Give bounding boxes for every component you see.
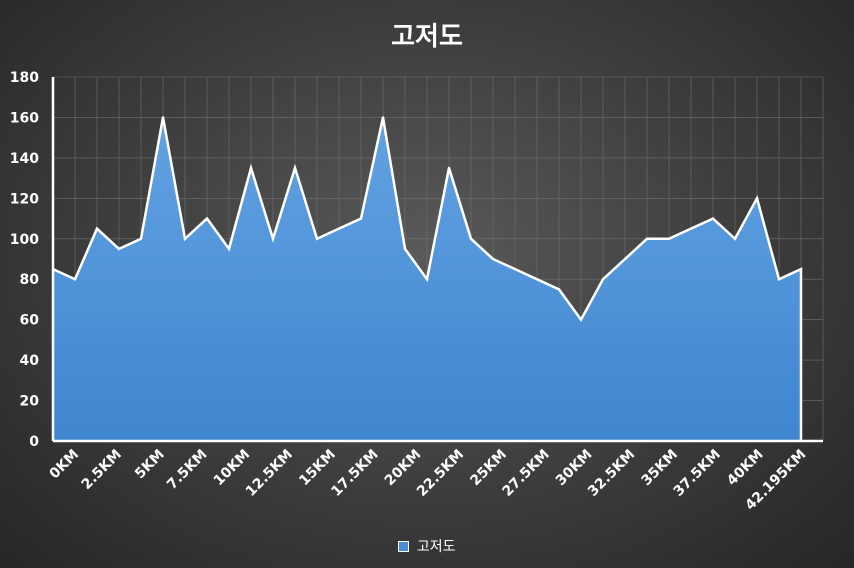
data-point [117,247,121,251]
x-tick-label: 30KM [553,447,596,490]
data-point [645,237,649,240]
data-point [601,278,605,281]
x-tick-label: 22.5KM [414,447,467,500]
x-tick-label: 40KM [724,447,767,490]
data-point [425,278,429,281]
data-point [271,237,275,240]
chart-title: 고저도 [391,22,463,52]
y-tick-label: 100 [10,232,39,248]
data-point [557,288,561,291]
data-point [249,166,253,170]
data-point [315,237,319,240]
data-point [73,278,77,281]
y-tick-label: 60 [20,313,40,329]
data-point [337,227,341,230]
y-tick-label: 20 [20,394,40,410]
y-tick-label: 0 [29,434,39,450]
x-tick-label: 20KM [382,447,425,490]
x-tick-label: 37.5KM [671,447,724,500]
data-point [293,166,297,170]
series-line [52,117,803,441]
x-tick-label: 25KM [467,447,510,490]
data-point [491,257,495,261]
data-point [711,217,715,220]
data-point [667,237,671,240]
x-tick-label: 7.5KM [164,447,210,493]
data-point [623,257,627,261]
data-point [755,197,759,200]
legend[interactable]: 고저도 [0,536,854,556]
x-tick-label: 27.5KM [500,447,553,500]
data-point [227,247,231,251]
y-tick-label: 180 [10,70,39,86]
x-tick-label: 17.5KM [328,447,381,500]
x-tick-label: 0KM [46,447,82,483]
data-point [403,247,407,251]
legend-swatch [398,540,410,552]
x-tick-label: 5KM [132,447,168,483]
data-point [799,267,803,271]
data-point [777,278,781,281]
data-point [161,116,165,119]
data-point [513,267,517,271]
data-point [381,116,385,119]
data-point [447,166,451,170]
y-tick-label: 80 [20,272,40,288]
y-tick-label: 120 [10,191,39,207]
data-point [689,227,693,230]
x-tick-label: 10KM [211,447,254,490]
data-point [139,237,143,240]
data-point [205,217,209,220]
x-tick-label: 12.5KM [243,447,296,500]
data-point [579,318,583,321]
x-tick-label: 2.5KM [79,447,125,493]
data-point [95,227,99,230]
y-tick-label: 140 [10,151,39,167]
y-tick-label: 40 [20,353,40,369]
x-tick-label: 32.5KM [585,447,638,500]
data-point [733,237,737,240]
y-tick-label: 160 [10,110,39,126]
data-point [535,278,539,281]
data-point [183,237,187,240]
data-point [359,217,363,220]
x-tick-label: 15KM [296,447,339,490]
x-tick-label: 35KM [638,447,681,490]
data-point [469,237,473,240]
legend-label: 고저도 [416,539,456,555]
